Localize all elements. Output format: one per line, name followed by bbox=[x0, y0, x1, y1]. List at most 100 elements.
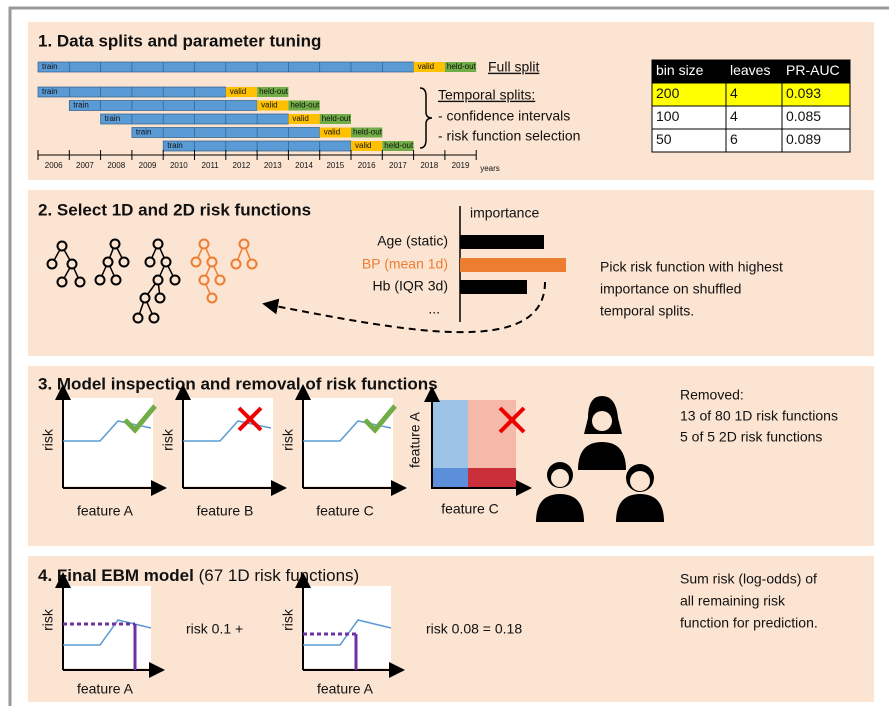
arrow bbox=[262, 281, 546, 334]
bar bbox=[460, 235, 544, 249]
subtitle: (67 1D risk functions) bbox=[194, 566, 359, 585]
node bbox=[66, 258, 78, 270]
panel-title: 3. Model inspection and removal of risk … bbox=[38, 374, 438, 393]
node bbox=[109, 238, 121, 250]
doctors bbox=[536, 396, 664, 522]
bar bbox=[460, 280, 527, 294]
cell-text: bin size bbox=[656, 62, 704, 78]
plot-bg bbox=[63, 398, 153, 486]
heldout-bar bbox=[319, 114, 351, 124]
x-label: feature B bbox=[197, 503, 254, 519]
y-label: risk bbox=[280, 428, 296, 451]
plot-bg bbox=[303, 398, 393, 486]
node bbox=[139, 292, 151, 304]
node bbox=[230, 258, 242, 270]
check bbox=[123, 404, 157, 434]
y-label: risk bbox=[40, 608, 56, 631]
year-label: 2012 bbox=[233, 161, 251, 170]
node bbox=[110, 274, 122, 286]
year-label: 2015 bbox=[326, 161, 344, 170]
node bbox=[102, 256, 114, 268]
node bbox=[144, 256, 156, 268]
bar-label: train bbox=[105, 114, 121, 123]
bar-label: held-out bbox=[447, 62, 477, 71]
cell-text: 0.085 bbox=[786, 108, 821, 124]
valid-bar bbox=[225, 87, 258, 97]
bar-label: train bbox=[73, 101, 89, 110]
year-label: 2013 bbox=[264, 161, 282, 170]
trees bbox=[46, 238, 258, 324]
label: ... bbox=[428, 301, 440, 317]
year-label: 2016 bbox=[358, 161, 376, 170]
plot-bg bbox=[303, 586, 391, 668]
heldout-bar bbox=[351, 127, 383, 138]
timeline: train valid held-out train valid held-out trai… bbox=[37, 61, 500, 173]
valid-bar bbox=[257, 100, 289, 111]
bar-label: train bbox=[42, 62, 58, 71]
year-label: 2009 bbox=[139, 161, 157, 170]
frame bbox=[8, 6, 889, 706]
label: - risk function selection bbox=[438, 128, 580, 144]
heldout-bar bbox=[257, 87, 289, 97]
label: temporal splits. bbox=[600, 303, 694, 319]
risk-line bbox=[303, 420, 392, 442]
year-label: 2006 bbox=[45, 161, 63, 170]
panel-title: 1. Data splits and parameter tuning bbox=[38, 31, 321, 50]
label: importance bbox=[470, 205, 539, 221]
label: risk 0.08 = 0.18 bbox=[426, 621, 522, 637]
y-label: risk bbox=[160, 428, 176, 451]
node bbox=[56, 240, 68, 252]
bar-label: held-out bbox=[384, 141, 414, 150]
bar bbox=[460, 258, 566, 272]
y-label: risk bbox=[40, 428, 56, 451]
label: Age (static) bbox=[377, 233, 448, 249]
cell-text: PR-AUC bbox=[786, 62, 840, 78]
node bbox=[198, 274, 210, 286]
label: 5 of 5 2D risk functions bbox=[680, 429, 822, 445]
x-label: feature A bbox=[77, 681, 134, 697]
panel-2 bbox=[28, 190, 874, 356]
label: - confidence intervals bbox=[438, 108, 570, 124]
valid-bar bbox=[319, 127, 351, 138]
cell-text: 50 bbox=[656, 131, 672, 147]
cell bbox=[468, 468, 516, 488]
x-label: feature C bbox=[316, 503, 374, 519]
label: Temporal splits: bbox=[438, 87, 535, 103]
bar-label: held-out bbox=[290, 101, 320, 110]
bar-label: valid bbox=[324, 128, 340, 137]
node bbox=[154, 292, 166, 304]
node bbox=[198, 238, 210, 250]
node bbox=[132, 312, 144, 324]
cross bbox=[237, 406, 263, 432]
bar-label: train bbox=[136, 128, 152, 137]
cell bbox=[432, 400, 468, 468]
cell-text: 0.093 bbox=[786, 85, 821, 101]
cell bbox=[468, 400, 516, 468]
cell-text: 6 bbox=[730, 131, 738, 147]
plots: risk feature A risk feature A bbox=[40, 572, 405, 697]
node bbox=[206, 292, 218, 304]
heldout-bar bbox=[288, 100, 320, 111]
cell-text: 200 bbox=[656, 85, 680, 101]
bar-label: held-out bbox=[353, 128, 383, 137]
panel-4 bbox=[28, 556, 874, 702]
node bbox=[238, 238, 250, 250]
cell bbox=[432, 468, 468, 488]
bar-label: valid bbox=[261, 101, 277, 110]
panel-title: 4. Final EBM model (67 1D risk functions… bbox=[38, 566, 359, 585]
plots: risk feature A risk feature B risk feature C bbox=[40, 384, 407, 519]
heldout-bar bbox=[444, 62, 477, 72]
label: Pick risk function with highest bbox=[600, 259, 783, 275]
label: feature C bbox=[441, 501, 499, 517]
node bbox=[74, 276, 86, 288]
node bbox=[246, 258, 258, 270]
brace bbox=[419, 87, 433, 149]
heatmap: feature A feature C bbox=[407, 386, 532, 517]
year-label: 2019 bbox=[452, 161, 470, 170]
node bbox=[118, 256, 130, 268]
bar-label: valid bbox=[355, 141, 371, 150]
valid-bar bbox=[351, 141, 383, 151]
label: function for prediction. bbox=[680, 615, 818, 631]
label: BP (mean 1d) bbox=[362, 256, 448, 272]
cell-text: 0.089 bbox=[786, 131, 821, 147]
